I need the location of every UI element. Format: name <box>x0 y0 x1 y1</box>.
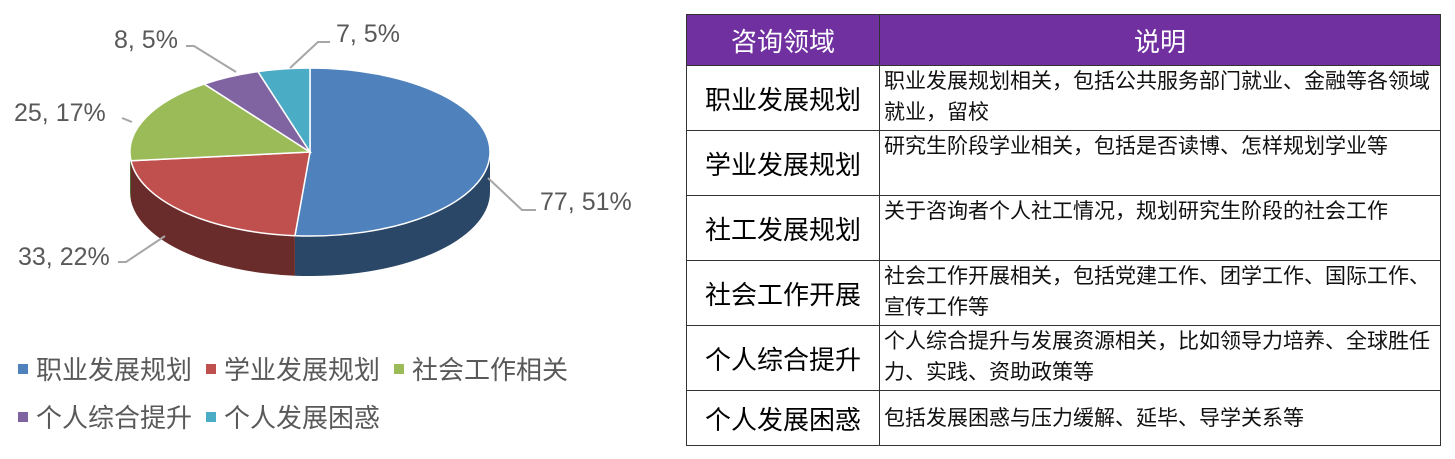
area-cell: 职业发展规划 <box>686 65 880 131</box>
area-cell: 社工发展规划 <box>686 195 880 261</box>
area-cell: 个人发展困惑 <box>686 390 880 446</box>
desc-cell: 研究生阶段学业相关，包括是否读博、怎样规划学业等 <box>879 130 1441 196</box>
area-cell: 社会工作开展 <box>686 260 880 326</box>
table-row: 个人综合提升 个人综合提升与发展资源相关，比如领导力培养、全球胜任力、实践、资助政… <box>686 325 1441 391</box>
legend-row-2: 个人综合提升 个人发展困惑 <box>18 398 380 435</box>
legend-item: 社会工作相关 <box>394 350 568 387</box>
pie-slice-2 <box>129 83 313 162</box>
area-cell: 个人综合提升 <box>686 325 880 391</box>
legend-swatch <box>206 363 217 374</box>
area-cell: 学业发展规划 <box>686 130 880 196</box>
desc-cell: 社会工作开展相关，包括党建工作、团学工作、国际工作、宣传工作等 <box>879 260 1441 326</box>
table-row: 社工发展规划 关于咨询者个人社工情况，规划研究生阶段的社会工作 <box>686 195 1441 261</box>
leader-line-0 <box>487 177 536 211</box>
data-label-2: 25, 17% <box>14 99 106 127</box>
data-label-0: 77, 51% <box>540 188 632 216</box>
legend-swatch <box>206 411 217 422</box>
leader-line-1 <box>118 235 166 263</box>
pie-slice-0 <box>294 67 491 237</box>
header-desc: 说明 <box>879 14 1441 66</box>
legend-swatch <box>18 363 28 374</box>
legend-label: 学业发展规划 <box>224 355 381 385</box>
leader-line-4 <box>289 41 330 69</box>
pie-chart <box>118 41 536 277</box>
table-row: 个人发展困惑 包括发展困惑与压力缓解、延毕、导学关系等 <box>686 390 1441 446</box>
legend-label: 个人综合提升 <box>36 403 193 433</box>
pie-slice-1 <box>130 151 311 237</box>
leader-line-2 <box>121 117 133 123</box>
legend-item: 个人发展困惑 <box>206 398 380 435</box>
pie-side-1 <box>130 160 295 276</box>
consult-table: 咨询领域 说明 职业发展规划 职业发展规划相关，包括公共服务部门就业、金融等各领域… <box>686 14 1441 446</box>
legend-swatch <box>18 411 28 422</box>
legend-label: 职业发展规划 <box>36 355 193 385</box>
desc-cell: 职业发展规划相关，包括公共服务部门就业、金融等各领域就业，留校 <box>879 65 1441 131</box>
pie-side-2 <box>130 152 131 201</box>
pie-slice-4 <box>256 67 311 155</box>
legend-label: 社会工作相关 <box>412 355 569 385</box>
desc-cell: 包括发展困惑与压力缓解、延毕、导学关系等 <box>879 390 1441 446</box>
table-row: 社会工作开展 社会工作开展相关，包括党建工作、团学工作、国际工作、宣传工作等 <box>686 260 1441 326</box>
desc-cell: 关于咨询者个人社工情况，规划研究生阶段的社会工作 <box>879 195 1441 261</box>
pie-side-0 <box>294 152 490 277</box>
header-area: 咨询领域 <box>686 14 880 66</box>
legend-label: 个人发展困惑 <box>224 403 381 433</box>
legend-swatch <box>394 363 405 374</box>
data-label-1: 33, 22% <box>18 243 110 271</box>
legend-item: 职业发展规划 <box>18 350 192 387</box>
table-header: 咨询领域 说明 <box>686 14 1441 66</box>
desc-cell: 个人综合提升与发展资源相关，比如领导力培养、全球胜任力、实践、资助政策等 <box>879 325 1441 391</box>
data-label-4: 7, 5% <box>336 20 400 48</box>
legend-item: 学业发展规划 <box>206 350 380 387</box>
table-row: 学业发展规划 研究生阶段学业相关，包括是否读博、怎样规划学业等 <box>686 130 1441 196</box>
legend-item: 个人综合提升 <box>18 398 192 435</box>
table-row: 职业发展规划 职业发展规划相关，包括公共服务部门就业、金融等各领域就业，留校 <box>686 65 1441 131</box>
data-label-3: 8, 5% <box>114 26 178 54</box>
leader-line-3 <box>186 45 237 73</box>
legend-row-1: 职业发展规划 学业发展规划 社会工作相关 <box>18 350 568 387</box>
